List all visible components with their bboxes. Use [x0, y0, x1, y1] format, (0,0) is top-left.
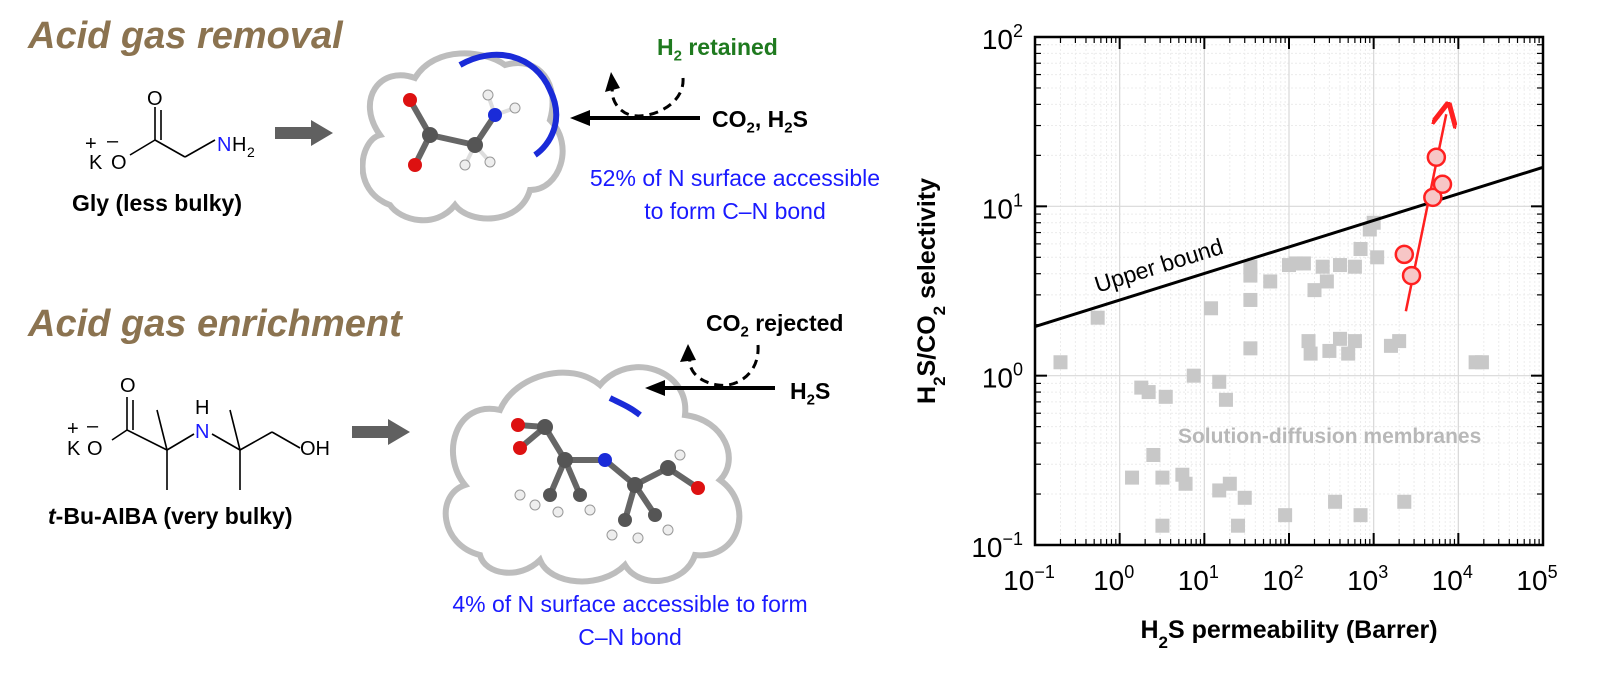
data-point-solution-diffusion [1141, 385, 1156, 400]
data-point-this-work [1401, 265, 1422, 286]
data-point-solution-diffusion [1218, 392, 1233, 407]
accessibility-bottom: 4% of N surface accessible to form C–N b… [452, 591, 808, 650]
data-point-solution-diffusion [1328, 494, 1343, 509]
data-point-solution-diffusion [1370, 250, 1385, 265]
svg-text:–: – [107, 130, 119, 152]
heading-acid-gas-enrichment: Acid gas enrichment [28, 303, 402, 345]
data-point-solution-diffusion [1278, 508, 1293, 523]
glycine-structure: O + – K O N H 2 [85, 88, 255, 174]
data-point-this-work [1423, 187, 1443, 208]
data-point-solution-diffusion [1053, 355, 1068, 370]
data-point-solution-diffusion [1237, 490, 1252, 505]
t-bu-aiba-molecule-surface [442, 364, 743, 585]
h2-retained-label: H2 retained [657, 34, 778, 65]
molecule-label-t-bu-aiba: t-Bu-AIBA (very bulky) [48, 503, 293, 529]
bold-arrow-bottom [352, 419, 410, 445]
svg-text:H: H [232, 134, 246, 156]
tick-label: 100 [1093, 562, 1134, 596]
data-point-solution-diffusion [1353, 241, 1368, 256]
data-point-solution-diffusion [1155, 470, 1170, 485]
data-point-solution-diffusion [1155, 518, 1170, 533]
svg-text:O: O [120, 375, 136, 397]
data-point-solution-diffusion [1178, 476, 1193, 491]
data-point-solution-diffusion [1212, 374, 1227, 389]
x-axis-label: H2S permeability (Barrer) [1140, 616, 1437, 652]
co2-rejected-label: CO2 rejected [706, 310, 844, 341]
data-point-solution-diffusion [1347, 259, 1362, 274]
data-point-solution-diffusion [1301, 334, 1316, 349]
tick-label: 102 [982, 21, 1023, 55]
data-point-solution-diffusion [1146, 448, 1161, 463]
data-point-solution-diffusion [1303, 346, 1318, 361]
data-point-solution-diffusion [1332, 331, 1347, 346]
data-point-solution-diffusion [1319, 274, 1334, 289]
data-point-solution-diffusion [1307, 283, 1322, 298]
data-point-solution-diffusion [1158, 389, 1173, 404]
tick-label: 101 [982, 190, 1023, 224]
data-point-solution-diffusion [1222, 476, 1237, 491]
tick-label: 10−1 [971, 529, 1023, 563]
data-point-solution-diffusion [1125, 470, 1140, 485]
tick-label: 102 [1262, 562, 1303, 596]
svg-text:–: – [87, 415, 99, 437]
data-point-solution-diffusion [1315, 259, 1330, 274]
svg-text:O: O [87, 438, 103, 460]
svg-text:N: N [195, 421, 209, 443]
data-point-solution-diffusion [1392, 334, 1407, 349]
gas-feed-top: CO2, H2S [712, 106, 808, 137]
solution-diffusion-label: Solution-diffusion membranes [1178, 425, 1481, 448]
data-point-solution-diffusion [1243, 292, 1258, 307]
svg-text:O: O [147, 88, 163, 110]
data-point-solution-diffusion [1397, 494, 1412, 509]
data-point-solution-diffusion [1243, 259, 1258, 274]
data-point-solution-diffusion [1322, 343, 1337, 358]
tick-label: 10−1 [1003, 562, 1055, 596]
data-point-solution-diffusion [1204, 301, 1219, 316]
data-point-solution-diffusion [1090, 310, 1105, 325]
data-point-solution-diffusion [1296, 256, 1311, 271]
svg-text:O: O [111, 152, 127, 174]
data-point-solution-diffusion [1353, 508, 1368, 523]
svg-text:+: + [67, 418, 79, 440]
y-axis-label: H2S/CO2 selectivity [913, 178, 949, 404]
svg-text:N: N [217, 134, 231, 156]
svg-text:H: H [195, 397, 209, 419]
data-point-solution-diffusion [1474, 355, 1489, 370]
plot-frame [1033, 35, 1545, 547]
tick-label: 101 [1178, 562, 1219, 596]
accessibility-top: 52% of N surface accessible to form C–N … [589, 165, 881, 224]
gly-molecule-surface [360, 50, 566, 224]
data-point-solution-diffusion [1186, 368, 1201, 383]
incoming-gas-arrow-top [570, 72, 700, 126]
data-point-solution-diffusion [1347, 334, 1362, 349]
svg-text:+: + [85, 133, 97, 155]
svg-text:K: K [67, 438, 81, 460]
svg-text:2: 2 [247, 144, 255, 160]
tick-label: 104 [1432, 562, 1473, 596]
tick-label: 100 [982, 360, 1023, 394]
heading-acid-gas-removal: Acid gas removal [28, 15, 343, 57]
incoming-gas-arrow-bottom [645, 344, 775, 396]
bold-arrow-top [275, 120, 333, 146]
tick-label: 103 [1347, 562, 1388, 596]
svg-text:K: K [89, 152, 103, 174]
data-point-solution-diffusion [1332, 258, 1347, 273]
data-point-solution-diffusion [1243, 341, 1258, 356]
t-bu-aiba-structure: O + – K O H N OH [67, 375, 330, 490]
data-point-this-work [1432, 174, 1453, 195]
upper-bound-line [1034, 165, 1544, 328]
data-point-solution-diffusion [1341, 346, 1356, 361]
svg-text:OH: OH [300, 438, 330, 460]
data-point-solution-diffusion [1263, 274, 1278, 289]
gas-feed-bottom: H2S [790, 378, 831, 409]
data-point-solution-diffusion [1231, 518, 1246, 533]
tick-label: 105 [1516, 562, 1557, 596]
data-point-solution-diffusion [1212, 483, 1227, 498]
data-point-this-work [1426, 147, 1447, 167]
molecule-label-gly: Gly (less bulky) [72, 190, 243, 216]
data-point-this-work [1394, 244, 1415, 265]
